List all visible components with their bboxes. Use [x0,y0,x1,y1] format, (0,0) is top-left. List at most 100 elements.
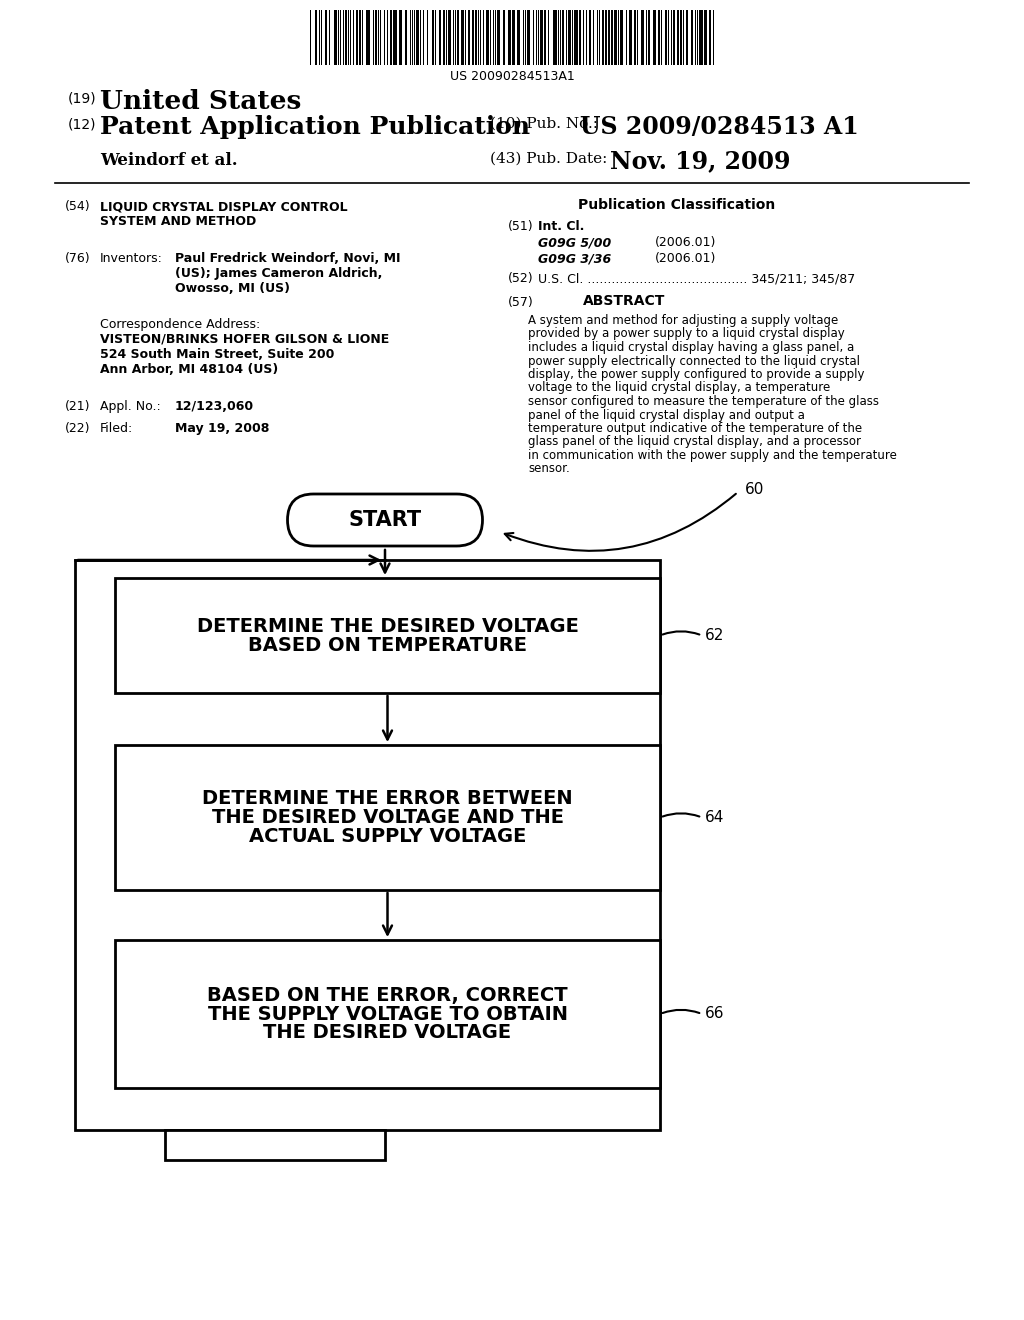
Text: A system and method for adjusting a supply voltage: A system and method for adjusting a supp… [528,314,839,327]
Bar [486,11,489,65]
Bar [475,11,477,65]
Bar [359,11,361,65]
Bar [375,11,377,65]
Bar [468,11,470,65]
Bar [658,11,660,65]
Text: Nov. 19, 2009: Nov. 19, 2009 [610,149,791,173]
Text: Inventors:: Inventors: [100,252,163,265]
Bar [686,11,688,65]
Text: DETERMINE THE ERROR BETWEEN: DETERMINE THE ERROR BETWEEN [202,789,572,808]
Bar [605,11,607,65]
Text: United States: United States [100,88,301,114]
Bar [653,11,656,65]
Text: (76): (76) [65,252,91,265]
Bar [579,11,581,65]
Text: (2006.01): (2006.01) [655,236,717,249]
Bar [691,11,693,65]
Bar [680,11,682,65]
Bar [325,11,327,65]
Text: 62: 62 [705,628,724,643]
Bar [699,11,703,65]
Bar [393,11,397,65]
Text: Appl. No.:: Appl. No.: [100,400,161,413]
Text: Correspondence Address:: Correspondence Address: [100,318,260,331]
Bar [416,11,419,65]
Bar [165,1130,385,1160]
Text: includes a liquid crystal display having a glass panel, a: includes a liquid crystal display having… [528,341,854,354]
Bar [568,11,571,65]
Text: G09G 3/36: G09G 3/36 [538,252,611,265]
Bar [449,11,451,65]
Text: display, the power supply configured to provide a supply: display, the power supply configured to … [528,368,864,381]
Bar [503,11,505,65]
Bar [589,11,591,65]
Text: (12): (12) [68,117,96,132]
Bar [366,11,370,65]
Text: sensor.: sensor. [528,462,569,475]
Bar [705,11,707,65]
Text: 66: 66 [705,1006,725,1022]
Bar [115,578,660,693]
Text: (22): (22) [65,422,90,436]
Text: (51): (51) [508,220,534,234]
Bar [432,11,434,65]
Bar [629,11,632,65]
Text: ABSTRACT: ABSTRACT [583,294,666,308]
Text: 12/123,060: 12/123,060 [175,400,254,413]
Bar [443,11,445,65]
Bar [648,11,650,65]
Bar [356,11,358,65]
Bar [709,11,711,65]
Text: ACTUAL SUPPLY VOLTAGE: ACTUAL SUPPLY VOLTAGE [249,828,526,846]
Bar [665,11,667,65]
Bar [512,11,515,65]
Bar [673,11,675,65]
Text: (21): (21) [65,400,90,413]
Bar [390,11,392,65]
Text: power supply electrically connected to the liquid crystal: power supply electrically connected to t… [528,355,860,367]
Text: G09G 5/00: G09G 5/00 [538,236,611,249]
Text: 524 South Main Street, Suite 200: 524 South Main Street, Suite 200 [100,348,335,360]
Text: Ann Arbor, MI 48104 (US): Ann Arbor, MI 48104 (US) [100,363,279,376]
Text: THE DESIRED VOLTAGE AND THE: THE DESIRED VOLTAGE AND THE [212,808,563,828]
Bar [439,11,441,65]
Bar [315,11,317,65]
Text: Paul Fredrick Weindorf, Novi, MI: Paul Fredrick Weindorf, Novi, MI [175,252,400,265]
Bar [457,11,459,65]
Text: START: START [348,510,422,531]
Text: (54): (54) [65,201,91,213]
Bar [574,11,578,65]
Bar [527,11,530,65]
Bar [620,11,623,65]
Text: (57): (57) [508,296,534,309]
Bar [677,11,679,65]
Text: Publication Classification: Publication Classification [578,198,775,213]
Bar [641,11,644,65]
Bar [115,940,660,1088]
Text: US 2009/0284513 A1: US 2009/0284513 A1 [580,115,859,139]
Bar [553,11,557,65]
Text: VISTEON/BRINKS HOFER GILSON & LIONE: VISTEON/BRINKS HOFER GILSON & LIONE [100,333,389,346]
Bar [544,11,546,65]
Text: LIQUID CRYSTAL DISPLAY CONTROL: LIQUID CRYSTAL DISPLAY CONTROL [100,201,347,213]
Text: (52): (52) [508,272,534,285]
Text: panel of the liquid crystal display and output a: panel of the liquid crystal display and … [528,408,805,421]
Text: US 20090284513A1: US 20090284513A1 [450,70,574,83]
Text: May 19, 2008: May 19, 2008 [175,422,269,436]
Text: voltage to the liquid crystal display, a temperature: voltage to the liquid crystal display, a… [528,381,830,395]
Text: DETERMINE THE DESIRED VOLTAGE: DETERMINE THE DESIRED VOLTAGE [197,616,579,636]
Text: BASED ON THE ERROR, CORRECT: BASED ON THE ERROR, CORRECT [207,986,568,1005]
Text: (US); James Cameron Aldrich,: (US); James Cameron Aldrich, [175,267,382,280]
Text: Filed:: Filed: [100,422,133,436]
Bar [614,11,617,65]
Text: SYSTEM AND METHOD: SYSTEM AND METHOD [100,215,256,228]
Bar [540,11,543,65]
FancyBboxPatch shape [288,494,482,546]
Bar [508,11,511,65]
Text: (10) Pub. No.:: (10) Pub. No.: [490,117,603,131]
Text: in communication with the power supply and the temperature: in communication with the power supply a… [528,449,897,462]
Bar [406,11,407,65]
Bar [608,11,610,65]
Bar [345,11,347,65]
Text: 60: 60 [745,483,764,498]
